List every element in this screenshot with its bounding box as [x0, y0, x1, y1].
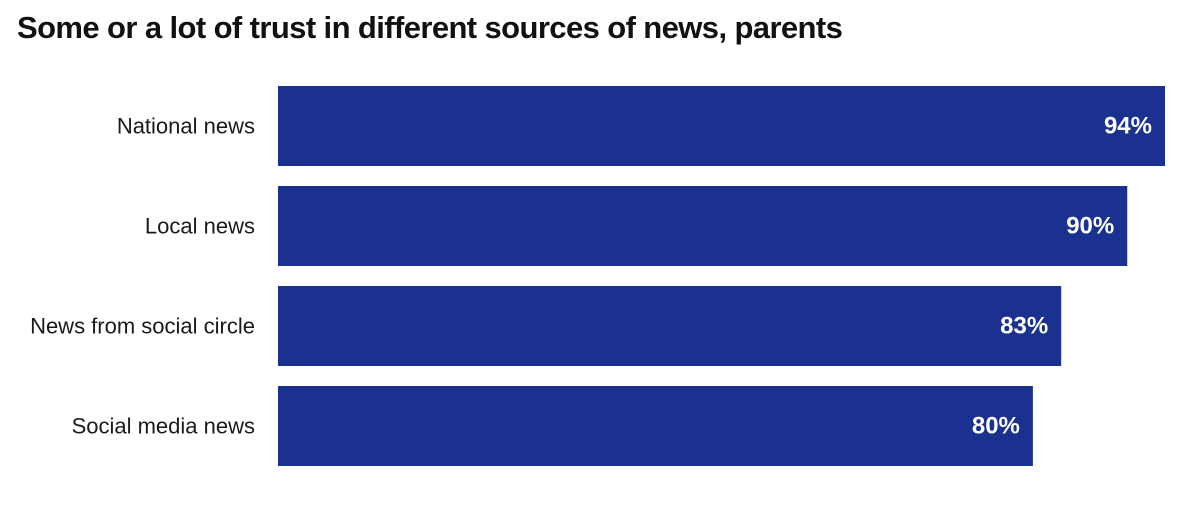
- bar-group: Local news 90%: [145, 186, 1128, 266]
- value-label: 94%: [1104, 113, 1152, 140]
- category-label: Social media news: [72, 414, 255, 439]
- bar: [278, 186, 1128, 266]
- bar: [278, 86, 1165, 166]
- bars-layer: National news 94% Local news 90% News from s…: [30, 86, 1165, 466]
- value-label: 90%: [1066, 213, 1114, 240]
- bar-group: News from social circle 83%: [30, 286, 1062, 366]
- bar: [278, 386, 1033, 466]
- category-label: News from social circle: [30, 314, 255, 339]
- value-label: 80%: [972, 413, 1020, 440]
- value-label: 83%: [1000, 313, 1048, 340]
- bar-group: Social media news 80%: [72, 386, 1033, 466]
- category-label: National news: [117, 114, 255, 139]
- chart-title: Some or a lot of trust in different sour…: [17, 10, 843, 45]
- bar-group: National news 94%: [117, 86, 1165, 166]
- category-label: Local news: [145, 214, 255, 239]
- bar: [278, 286, 1062, 366]
